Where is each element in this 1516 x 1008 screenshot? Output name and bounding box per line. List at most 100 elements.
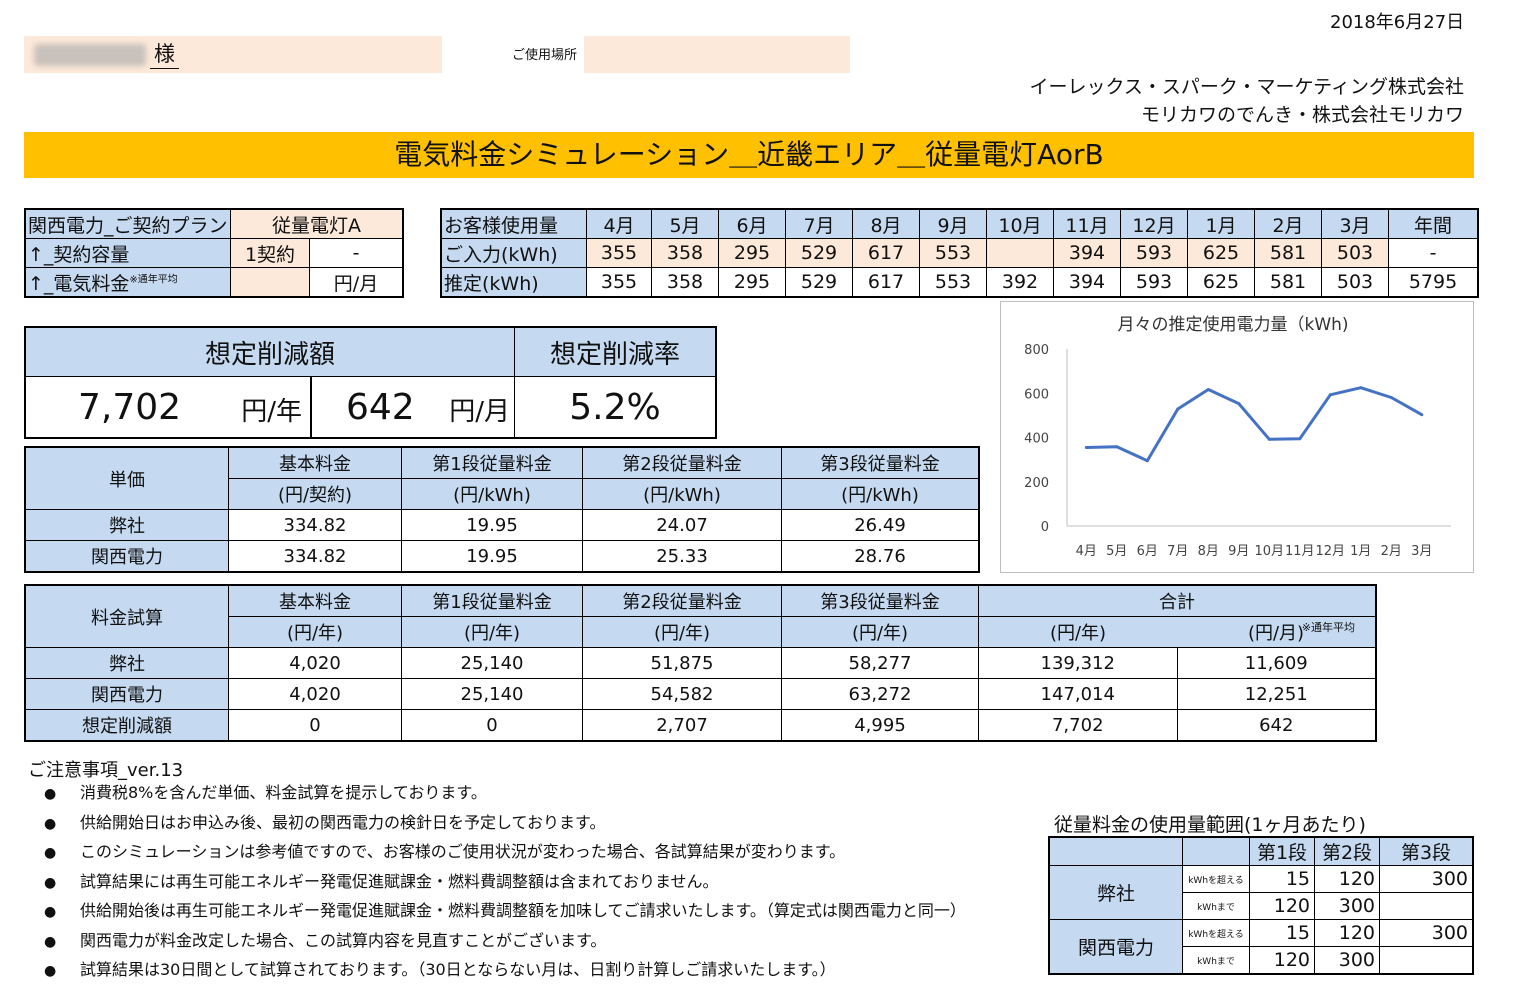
table-row: kWhまで 120 300 <box>1049 946 1474 975</box>
cell: 26.49 <box>781 509 980 541</box>
range-company: 弊社 <box>1048 865 1183 920</box>
cell: 24.07 <box>582 509 782 541</box>
monthly-reduction-unit: 円/月 <box>449 397 510 427</box>
usage-month-header: 2月 <box>1254 208 1322 239</box>
shisan-unit-total-month-cell: (円/月) ※通年平均 <box>1177 616 1377 648</box>
tanka-unit-tier2: (円/kWh) <box>582 478 782 510</box>
cell: 120 <box>1249 892 1315 920</box>
estimate-cell: 553 <box>919 267 987 298</box>
cell: 15 <box>1249 919 1315 947</box>
y-tick-label: 800 <box>1024 343 1049 358</box>
note-text: 供給開始日はお申込み後、最初の関西電力の検針日を予定しております。 <box>80 812 606 832</box>
over-label: kWhを超える <box>1182 919 1250 947</box>
x-tick-label: 11月 <box>1285 544 1315 559</box>
note-text: このシミュレーションは参考値ですので、お客様のご使用状況が変わった場合、各試算結… <box>80 842 846 861</box>
cell: 11,609 <box>1176 647 1377 679</box>
cell: 25,140 <box>401 647 583 679</box>
estimate-cell: 593 <box>1120 267 1188 298</box>
row-label: 関西電力 <box>24 678 229 710</box>
fee-estimate-table: 料金試算 基本料金 第1段従量料金 第2段従量料金 第3段従量料金 合計 (円/… <box>24 584 1377 742</box>
estimate-cell: 503 <box>1321 267 1389 298</box>
usage-month-header: 10月 <box>986 208 1054 239</box>
cell: 120 <box>1249 946 1315 975</box>
capacity-label: ↑_契約容量 <box>24 238 231 268</box>
x-tick-label: 4月 <box>1076 544 1097 559</box>
usage-series-line <box>1086 386 1423 463</box>
yearly-reduction-value: 7,702 <box>78 387 182 428</box>
cell: 63,272 <box>781 678 979 710</box>
table-row: 弊社 334.82 19.95 24.07 26.49 <box>24 509 980 541</box>
usage-line-chart: 月々の推定使用電力量（kWh) 0 200 400 600 800 4月 5月 6月 7月 8月 9… <box>1024 314 1451 559</box>
x-tick-label: 3月 <box>1411 544 1432 559</box>
cell: 642 <box>1176 709 1377 742</box>
shisan-unit-total-year: (円/年) <box>978 616 1177 648</box>
shisan-col-total: 合計 <box>978 584 1377 617</box>
cell: 300 <box>1379 865 1474 893</box>
shisan-col-tier1: 第1段従量料金 <box>401 584 583 617</box>
cell: 12,251 <box>1176 678 1377 710</box>
upto-label: kWhまで <box>1182 892 1250 920</box>
notes-list: ● 消費税8%を含んだ単価、料金試算を提示しております。 ● 供給開始日はお申込み後… <box>44 780 966 987</box>
input-cell: 553 <box>919 238 987 268</box>
input-cell: 295 <box>718 238 786 268</box>
usage-month-header: 4月 <box>586 208 652 239</box>
bullet: ● <box>44 845 57 861</box>
range-company: 関西電力 <box>1048 919 1183 975</box>
tanka-col-basic: 基本料金 <box>228 446 402 479</box>
estimate-label: 推定(kWh) <box>440 267 587 298</box>
shisan-unit-tier3: (円/年) <box>781 616 979 648</box>
fee-value <box>230 267 310 298</box>
note-text: 供給開始後は再生可能エネルギー発電促進賦課金・燃料費調整額を加味してご請求いたし… <box>80 901 966 920</box>
fee-label: ↑_電気料金 <box>28 272 130 295</box>
bullet: ● <box>44 786 57 802</box>
plan-label: 関西電力_ご契約プラン <box>24 208 231 239</box>
cell: 4,020 <box>228 678 402 710</box>
input-annual: - <box>1388 238 1479 268</box>
estimate-cell: 617 <box>852 267 920 298</box>
list-item: ● 試算結果は30日間として試算されております。（30日とならない月は、日割り計算… <box>44 957 966 987</box>
input-cell: 503 <box>1321 238 1389 268</box>
usage-month-header: 6月 <box>718 208 786 239</box>
estimate-cell: 394 <box>1053 267 1121 298</box>
upto-label: kWhまで <box>1182 946 1250 975</box>
range-head-1: 第1段 <box>1249 836 1315 866</box>
cell: 4,995 <box>781 709 979 742</box>
table-row: kWhまで 120 300 <box>1049 892 1474 920</box>
cell: 300 <box>1314 892 1380 920</box>
data-point-10 <box>1359 386 1363 390</box>
fee-label-cell: ↑_電気料金※通年平均 <box>24 267 231 298</box>
range-corner <box>1048 836 1183 866</box>
cell: 0 <box>401 709 583 742</box>
bullet: ● <box>44 904 57 920</box>
x-tick-label: 1月 <box>1350 544 1371 559</box>
input-cell: 625 <box>1187 238 1255 268</box>
input-cell <box>986 238 1054 268</box>
data-point-2 <box>1115 445 1119 449</box>
data-point-7 <box>1267 437 1271 441</box>
cell: 19.95 <box>401 540 583 573</box>
usage-table: お客様使用量 4月 5月 6月 7月 8月 9月 10月 11月 12月 1月 2月 3月 年間 ご入力… <box>440 208 1479 298</box>
monthly-reduction-value: 642 <box>346 387 415 428</box>
cell: 334.82 <box>228 540 402 573</box>
y-tick-label: 400 <box>1024 432 1049 447</box>
estimate-cell: 581 <box>1254 267 1322 298</box>
yearly-reduction-unit: 円/年 <box>241 397 302 427</box>
company-line-2: モリカワのでんき・株式会社モリカワ <box>1140 104 1464 126</box>
shisan-col-basic: 基本料金 <box>228 584 402 617</box>
shisan-unit-tier1: (円/年) <box>401 616 583 648</box>
yearly-reduction-cell: 7,702 円/年 <box>24 376 312 439</box>
row-label: 想定削減額 <box>24 709 229 742</box>
note-text: 試算結果には再生可能エネルギー発電促進賦課金・燃料費調整額は含まれておりません。 <box>80 871 719 891</box>
input-cell: 529 <box>785 238 853 268</box>
cell: 15 <box>1249 865 1315 893</box>
estimate-cell: 358 <box>651 267 719 298</box>
table-row: 関西電力 4,020 25,140 54,582 63,272 147,014 … <box>24 678 1377 710</box>
cell: 19.95 <box>401 509 583 541</box>
input-label: ご入力(kWh) <box>440 238 587 268</box>
note-text: 消費税8%を含んだ単価、料金試算を提示しております。 <box>80 783 487 802</box>
usage-month-header: 7月 <box>785 208 853 239</box>
usage-month-header: 9月 <box>919 208 987 239</box>
cell: 51,875 <box>582 647 782 679</box>
list-item: ● 試算結果には再生可能エネルギー発電促進賦課金・燃料費調整額は含まれておりません… <box>44 869 966 899</box>
plan-value: 従量電灯A <box>230 208 404 239</box>
